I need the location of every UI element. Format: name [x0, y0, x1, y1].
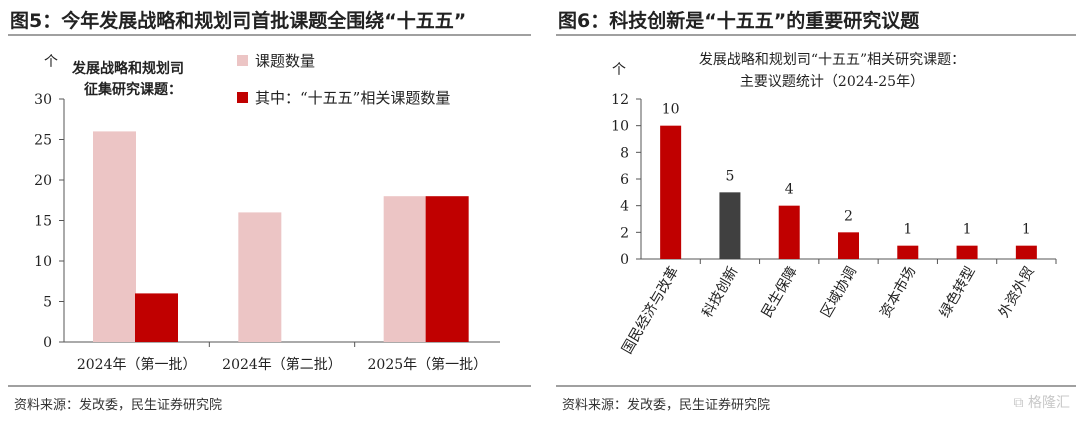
chart-title-line: 发展战略和规划司 — [71, 60, 184, 77]
legend-label: 其中：“十五五”相关课题数量 — [255, 89, 450, 107]
y-unit-label: 个 — [612, 62, 626, 78]
bar — [1015, 245, 1037, 259]
right-bar-chart: 024681012个发展战略和规划司“十五五”相关研究课题：主要议题统计（202… — [611, 52, 1057, 357]
legend-swatch — [237, 55, 248, 66]
y-tick-label: 20 — [34, 173, 52, 189]
right-title-rule — [556, 34, 1076, 36]
bar — [897, 245, 919, 259]
data-label: 10 — [662, 102, 680, 118]
x-tick-label: 科技创新 — [700, 264, 742, 320]
watermark-logo: ⧉ 格隆汇 — [1014, 392, 1070, 412]
data-label: 1 — [903, 222, 912, 238]
left-source-note: 资料来源：发改委，民生证券研究院 — [14, 398, 223, 413]
left-title-rule — [8, 34, 531, 36]
y-tick-label: 10 — [611, 119, 629, 135]
left-source-rule — [8, 385, 531, 387]
bar — [660, 125, 682, 260]
data-label: 5 — [725, 168, 734, 184]
legend-swatch — [237, 92, 248, 103]
watermark-icon: ⧉ — [1013, 395, 1024, 411]
data-label: 4 — [785, 182, 794, 198]
y-tick-label: 0 — [43, 335, 52, 351]
data-label: 2 — [844, 208, 853, 224]
watermark-text: 格隆汇 — [1028, 395, 1070, 411]
x-tick-label: 2024年（第二批） — [222, 356, 342, 373]
chart-title-line: 主要议题统计（2024-25年） — [740, 74, 924, 90]
bar — [956, 245, 978, 259]
y-tick-label: 10 — [34, 254, 52, 270]
chart-title-line: 发展战略和规划司“十五五”相关研究课题： — [699, 52, 965, 68]
right-source-rule — [556, 385, 1076, 387]
y-tick-label: 15 — [34, 214, 52, 230]
y-tick-label: 30 — [34, 92, 52, 108]
y-tick-label: 0 — [620, 252, 629, 268]
bar-fifteenth-plan — [425, 196, 469, 342]
x-tick-label: 绿色转型 — [936, 264, 979, 321]
y-unit-label: 个 — [44, 54, 58, 70]
bar — [719, 192, 741, 259]
x-tick-label: 2024年（第一批） — [77, 356, 197, 373]
bar-fifteenth-plan — [135, 293, 178, 342]
right-figure-title: 图6：科技创新是“十五五”的重要研究议题 — [558, 10, 920, 32]
x-tick-label: 2025年（第一批） — [368, 356, 488, 373]
x-tick-label: 国民经济与改革 — [619, 264, 682, 357]
left-figure-title: 图5：今年发展战略和规划司首批课题全围绕“十五五” — [10, 10, 467, 32]
bar-total — [383, 196, 427, 342]
data-label: 1 — [1022, 222, 1031, 238]
y-tick-label: 6 — [620, 172, 629, 188]
y-tick-label: 4 — [620, 199, 629, 215]
y-tick-label: 2 — [620, 225, 629, 241]
left-figure-panel: 图5：今年发展战略和规划司首批课题全围绕“十五五” 0 5 10 15 20 25 30 个发… — [0, 0, 535, 421]
x-tick-label: 资本市场 — [877, 264, 920, 321]
bar — [778, 205, 800, 259]
x-tick-label: 区域协调 — [818, 264, 860, 320]
y-tick-label: 8 — [620, 145, 629, 161]
bar-total — [238, 212, 282, 342]
right-figure-panel: 图6：科技创新是“十五五”的重要研究议题 0 2 4 6 8 10 12 个发展战略和规划司“… — [548, 0, 1080, 421]
bar — [838, 232, 859, 259]
chart-title-line: 征集研究课题： — [84, 81, 182, 98]
legend-label: 课题数量 — [255, 52, 315, 70]
x-tick-label: 外资外贸 — [996, 264, 1038, 320]
y-tick-label: 5 — [43, 295, 52, 311]
bar-total — [93, 131, 136, 342]
y-tick-label: 12 — [611, 92, 629, 108]
data-label: 1 — [963, 222, 972, 238]
right-source-note: 资料来源：发改委，民生证券研究院 — [562, 398, 771, 413]
y-tick-label: 25 — [34, 133, 52, 149]
x-tick-label: 民生保障 — [759, 264, 801, 320]
